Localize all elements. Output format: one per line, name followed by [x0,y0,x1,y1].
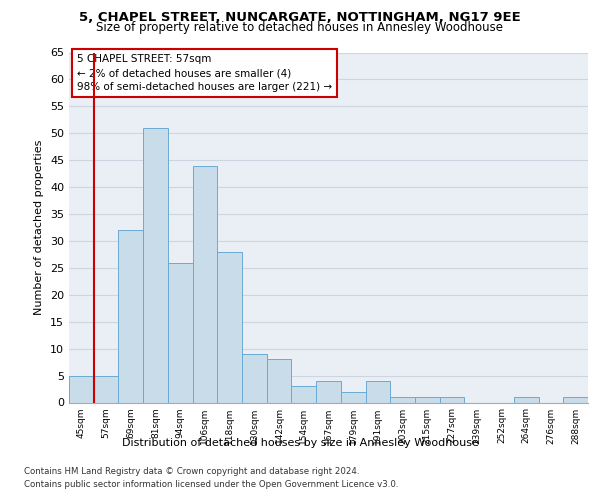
Bar [94,376,118,402]
Bar [415,397,440,402]
Bar [242,354,267,403]
Text: 5 CHAPEL STREET: 57sqm
← 2% of detached houses are smaller (4)
98% of semi-detac: 5 CHAPEL STREET: 57sqm ← 2% of detached … [77,54,332,92]
Bar [118,230,143,402]
Bar [267,360,292,403]
Bar [341,392,365,402]
Text: Size of property relative to detached houses in Annesley Woodhouse: Size of property relative to detached ho… [97,22,503,35]
Text: Contains public sector information licensed under the Open Government Licence v3: Contains public sector information licen… [24,480,398,489]
Bar [440,397,464,402]
Bar [143,128,168,402]
Text: Distribution of detached houses by size in Annesley Woodhouse: Distribution of detached houses by size … [122,438,478,448]
Bar [168,262,193,402]
Bar [193,166,217,402]
Bar [292,386,316,402]
Bar [365,381,390,402]
Bar [514,397,539,402]
Text: Contains HM Land Registry data © Crown copyright and database right 2024.: Contains HM Land Registry data © Crown c… [24,468,359,476]
Bar [316,381,341,402]
Bar [217,252,242,402]
Text: 5, CHAPEL STREET, NUNCARGATE, NOTTINGHAM, NG17 9EE: 5, CHAPEL STREET, NUNCARGATE, NOTTINGHAM… [79,11,521,24]
Bar [563,397,588,402]
Bar [69,376,94,402]
Bar [390,397,415,402]
Y-axis label: Number of detached properties: Number of detached properties [34,140,44,315]
